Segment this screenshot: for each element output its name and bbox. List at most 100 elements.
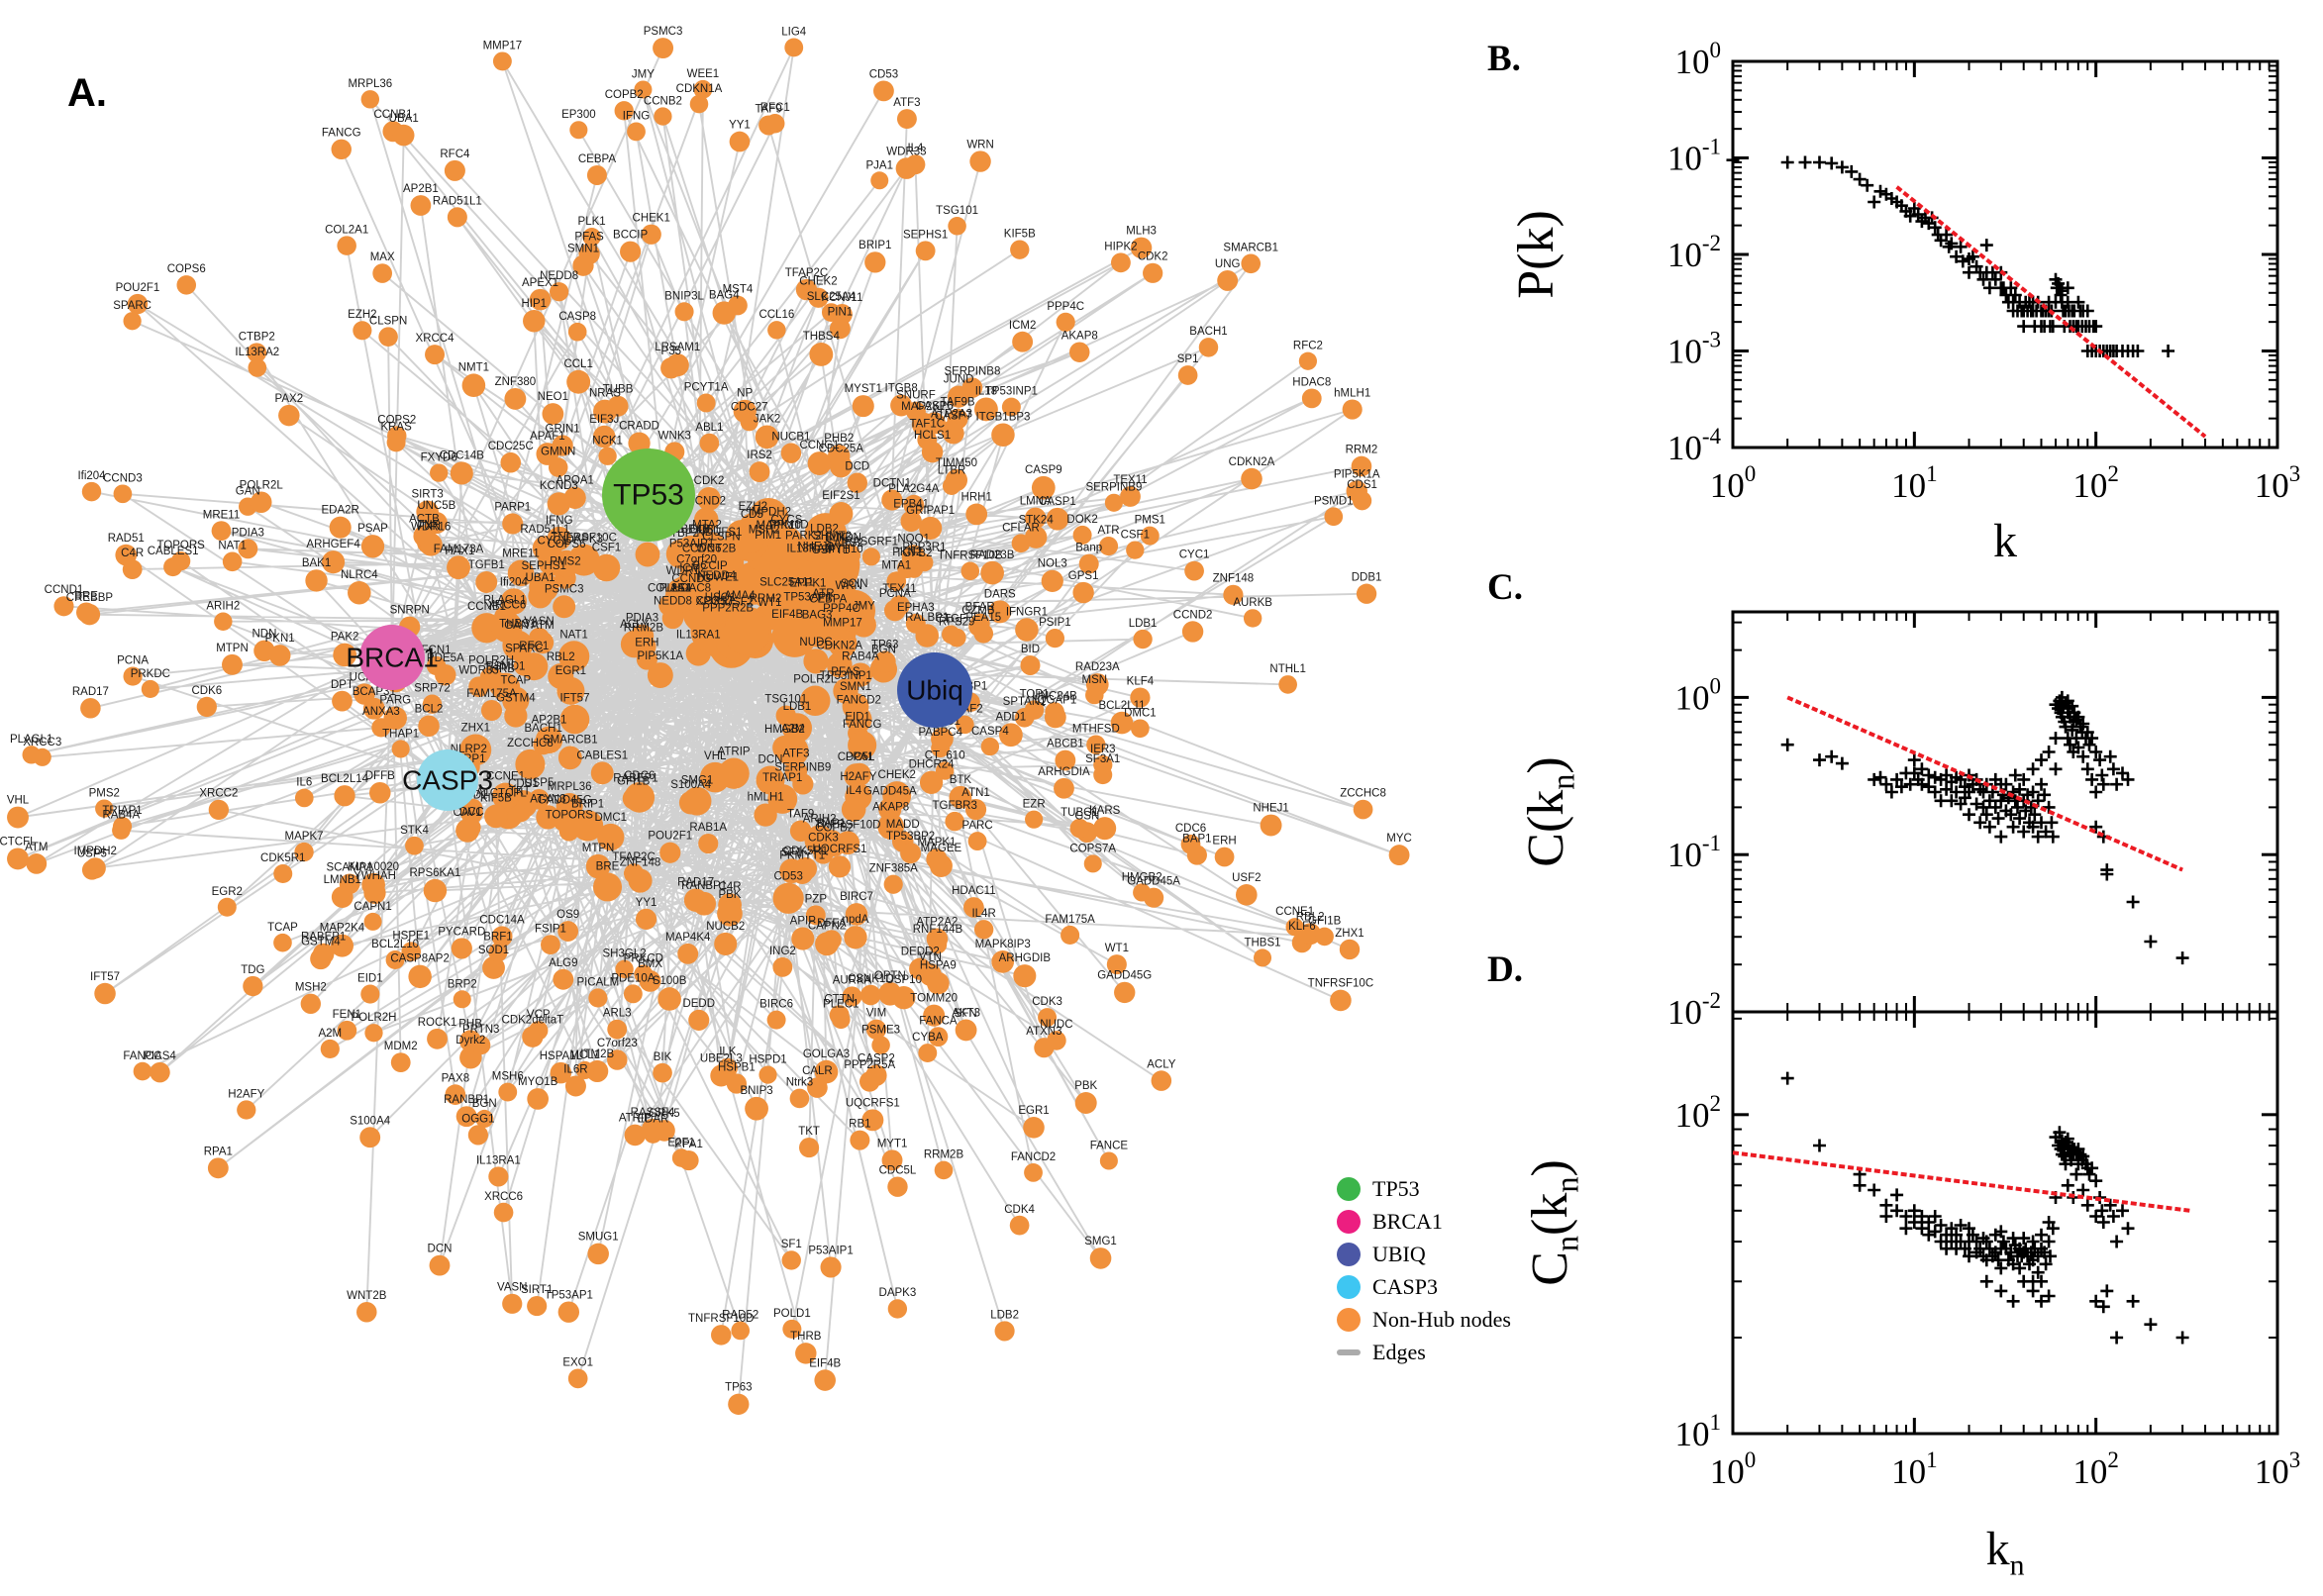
- network-node: [1120, 486, 1141, 507]
- network-node-label: CTCFL: [0, 836, 37, 848]
- legend-item-label: CASP3: [1372, 1273, 1439, 1299]
- x-tick-label: 103: [2255, 1447, 2301, 1491]
- network-node-label: LMNB1: [324, 874, 361, 886]
- network-node-label: MST4: [723, 284, 754, 296]
- network-node: [903, 494, 925, 516]
- network-node: [795, 1343, 817, 1364]
- network-node-label: MYO1B: [518, 1076, 558, 1088]
- network-node-label: XRCC6: [487, 599, 526, 611]
- network-node: [1140, 526, 1160, 546]
- network-node-label: PMS2: [550, 555, 580, 567]
- network-node-label: PDIA3: [232, 527, 264, 539]
- network-node-label: CDC14A: [479, 914, 525, 926]
- network-node-label: TNF: [417, 519, 439, 531]
- network-node-label: BIK: [654, 1051, 672, 1063]
- network-node: [113, 484, 133, 504]
- network-node-label: AURKA: [833, 974, 872, 986]
- network-node-label: CCND3: [671, 573, 711, 585]
- network-node-label: TOP1: [1020, 688, 1050, 700]
- network-node: [322, 550, 346, 574]
- network-node: [329, 516, 352, 539]
- network-node-label: USP5: [77, 848, 107, 860]
- network-node-label: PKN2: [892, 547, 922, 558]
- network-node: [507, 559, 535, 587]
- network-node-label: DPT: [331, 679, 354, 691]
- network-node-label: BNIP3: [740, 1085, 772, 1097]
- network-node: [490, 611, 523, 643]
- network-node-label: XRCC6: [484, 1191, 523, 1203]
- network-node-label: ARIH2: [206, 600, 240, 612]
- network-node: [1023, 1117, 1045, 1139]
- network-node-label: BRF1: [483, 931, 512, 943]
- network-node-label: CTCFL: [490, 788, 528, 800]
- network-node: [689, 94, 709, 114]
- network-node-label: DOK2: [1066, 514, 1097, 526]
- network-node: [726, 1073, 747, 1094]
- network-node-label: TAF9: [787, 808, 814, 820]
- hub-label-tp53: TP53: [613, 479, 684, 512]
- network-node-label: SPTAN1: [1003, 696, 1047, 708]
- network-node: [214, 612, 233, 631]
- network-node-label: CHEK1: [633, 213, 670, 225]
- network-node-label: TP63: [725, 1382, 753, 1394]
- network-node-label: COL2A1: [325, 224, 368, 236]
- network-node: [659, 842, 681, 863]
- network-node-label: FEN1: [333, 1009, 361, 1021]
- network-node: [915, 624, 940, 648]
- network-node: [418, 715, 440, 738]
- network-node-label: CD53: [869, 68, 898, 80]
- network-node-label: RRM2B: [924, 1149, 964, 1161]
- network-node-label: Ifi204: [77, 470, 106, 482]
- network-node-label: ING2: [769, 946, 796, 957]
- network-node: [1260, 814, 1282, 837]
- network-node-label: IMPDH2: [74, 846, 117, 857]
- network-node-label: MYST1: [845, 383, 882, 395]
- network-node-label: DHCR24: [909, 759, 956, 771]
- network-node-label: XRCC3: [23, 737, 61, 748]
- network-node: [1020, 654, 1041, 675]
- network-node: [1055, 749, 1076, 771]
- network-node-label: RPA1: [204, 1146, 233, 1157]
- network-node-label: RPS6KA1: [410, 867, 461, 879]
- network-node: [1093, 754, 1113, 775]
- network-node: [926, 971, 950, 995]
- network-node-label: BCL2L11: [1098, 700, 1145, 712]
- network-node-label: CDKN2A: [816, 641, 862, 652]
- network-node: [852, 395, 874, 418]
- network-node-label: MRPL36: [348, 78, 392, 90]
- network-node: [1083, 854, 1102, 873]
- network-node-label: ARIH2: [803, 813, 837, 825]
- network-node: [882, 781, 912, 811]
- network-node: [451, 938, 472, 959]
- network-canvas: TCAP Ifi204 H2AFY ZCCHC8 CDS1 hMLH1 MRPL36 BAP1…: [0, 26, 1412, 1415]
- network-node-label: BAP1: [817, 818, 846, 830]
- network-node-label: MMP17: [823, 617, 862, 629]
- network-node-label: THBS1: [499, 619, 536, 631]
- network-node-label: APIP: [790, 915, 817, 927]
- network-node: [870, 171, 889, 190]
- y-tick-label: 10-3: [1667, 328, 1721, 371]
- network-node-label: MAP2K7: [901, 401, 946, 413]
- network-node-label: CHEK2: [799, 276, 837, 288]
- network-node: [536, 443, 559, 465]
- network-node-label: CASP2: [858, 1052, 895, 1064]
- y-tick-label: 101: [1675, 1410, 1722, 1453]
- network-node: [814, 1059, 839, 1084]
- network-node-label: FANCE: [1090, 1140, 1129, 1151]
- network-node-label: PAX8: [442, 1072, 470, 1084]
- network-node-label: FANCD2: [837, 694, 881, 706]
- network-node-label: WRN: [966, 139, 993, 150]
- network-node: [176, 275, 197, 295]
- network-node-label: SERPINB8: [944, 365, 1000, 377]
- network-node-label: NRAS: [589, 388, 621, 400]
- network-node-label: WDR33: [458, 664, 498, 676]
- network-node: [572, 254, 594, 276]
- network-node-label: EIF4B: [771, 609, 803, 621]
- network-node-label: TUBG1: [1060, 807, 1098, 819]
- network-node-label: AKT3: [952, 1008, 980, 1020]
- panel-c-plot: 100 10-1 10-2 C(kn): [1518, 610, 2279, 1032]
- network-node-label: IL4: [846, 785, 862, 797]
- legend-item-label: UBIQ: [1372, 1241, 1426, 1266]
- legend-item-label: TP53: [1372, 1175, 1420, 1201]
